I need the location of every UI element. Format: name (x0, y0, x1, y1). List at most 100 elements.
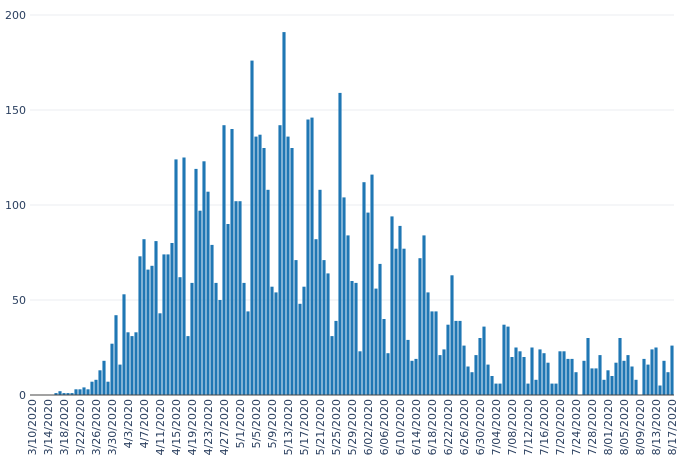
bar[interactable] (186, 336, 190, 395)
bar[interactable] (134, 332, 138, 395)
bar[interactable] (242, 282, 246, 395)
bar[interactable] (670, 345, 674, 395)
bar[interactable] (214, 282, 218, 395)
bar[interactable] (158, 313, 162, 395)
bar[interactable] (290, 148, 294, 395)
bar[interactable] (146, 269, 150, 395)
bar[interactable] (198, 210, 202, 395)
bar[interactable] (494, 383, 498, 395)
bar[interactable] (582, 360, 586, 395)
bar[interactable] (190, 282, 194, 395)
bar[interactable] (482, 326, 486, 395)
bar[interactable] (202, 161, 206, 395)
bar[interactable] (646, 364, 650, 395)
bar[interactable] (302, 286, 306, 395)
bar[interactable] (122, 294, 126, 395)
bar[interactable] (226, 224, 230, 395)
bar[interactable] (70, 393, 74, 395)
bar[interactable] (634, 379, 638, 395)
bar[interactable] (650, 349, 654, 395)
bar[interactable] (86, 389, 90, 395)
bar[interactable] (378, 263, 382, 395)
bar[interactable] (106, 381, 110, 395)
bar[interactable] (498, 383, 502, 395)
bar[interactable] (258, 134, 262, 395)
bar[interactable] (326, 273, 330, 395)
bar[interactable] (546, 362, 550, 395)
bar[interactable] (218, 300, 222, 395)
bar[interactable] (534, 379, 538, 395)
bar[interactable] (170, 243, 174, 395)
bar[interactable] (622, 360, 626, 395)
bar[interactable] (206, 191, 210, 395)
bar[interactable] (58, 391, 62, 395)
bar[interactable] (362, 182, 366, 395)
bar[interactable] (182, 157, 186, 396)
bar[interactable] (142, 239, 146, 395)
bar[interactable] (430, 311, 434, 395)
bar[interactable] (466, 366, 470, 396)
bar[interactable] (110, 343, 114, 395)
bar[interactable] (162, 254, 166, 395)
bar[interactable] (666, 372, 670, 395)
bar[interactable] (82, 387, 86, 395)
bar[interactable] (566, 358, 570, 395)
bar[interactable] (334, 320, 338, 395)
bar[interactable] (310, 117, 314, 395)
bar[interactable] (346, 235, 350, 395)
bar[interactable] (270, 286, 274, 395)
bar[interactable] (322, 260, 326, 395)
bar[interactable] (478, 338, 482, 395)
bar[interactable] (606, 370, 610, 395)
bar[interactable] (658, 385, 662, 396)
bar[interactable] (486, 364, 490, 395)
bar[interactable] (74, 389, 78, 395)
bar[interactable] (550, 383, 554, 395)
bar[interactable] (370, 174, 374, 395)
bar[interactable] (418, 258, 422, 395)
bar[interactable] (442, 349, 446, 395)
bar[interactable] (246, 311, 250, 395)
bar[interactable] (154, 241, 158, 395)
bar[interactable] (642, 358, 646, 395)
bar[interactable] (662, 360, 666, 395)
bar[interactable] (630, 366, 634, 396)
bar[interactable] (374, 288, 378, 395)
bar[interactable] (130, 336, 134, 395)
bar[interactable] (298, 303, 302, 395)
bar[interactable] (174, 159, 178, 395)
bar[interactable] (254, 136, 258, 395)
bar[interactable] (590, 368, 594, 395)
bar[interactable] (118, 364, 122, 395)
bar[interactable] (166, 254, 170, 395)
bar[interactable] (526, 383, 530, 395)
bar[interactable] (654, 347, 658, 396)
bar[interactable] (490, 376, 494, 395)
bar[interactable] (238, 201, 242, 395)
bar[interactable] (518, 351, 522, 395)
bar[interactable] (306, 119, 310, 396)
bar[interactable] (354, 282, 358, 395)
bar[interactable] (98, 370, 102, 395)
bar[interactable] (178, 277, 182, 395)
bar[interactable] (102, 360, 106, 395)
bar[interactable] (282, 32, 286, 395)
bar[interactable] (458, 320, 462, 395)
bar[interactable] (66, 393, 70, 395)
bar[interactable] (426, 292, 430, 395)
bar[interactable] (330, 336, 334, 395)
bar[interactable] (562, 351, 566, 395)
bar[interactable] (294, 260, 298, 395)
bar[interactable] (234, 201, 238, 395)
bar[interactable] (386, 353, 390, 395)
bar[interactable] (474, 355, 478, 395)
bar[interactable] (286, 136, 290, 395)
bar[interactable] (366, 212, 370, 395)
bar[interactable] (506, 326, 510, 395)
bar[interactable] (510, 357, 514, 395)
bar[interactable] (558, 351, 562, 395)
bar[interactable] (114, 315, 118, 395)
bar[interactable] (54, 393, 58, 395)
bar[interactable] (394, 248, 398, 395)
bar[interactable] (450, 275, 454, 395)
